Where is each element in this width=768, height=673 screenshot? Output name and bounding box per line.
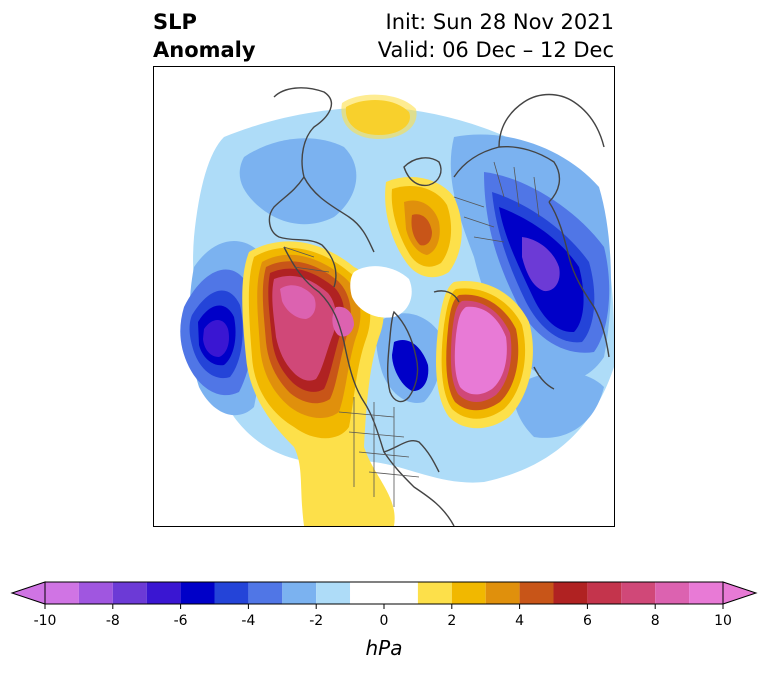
- valid-range: Valid: 06 Dec – 12 Dec: [377, 38, 614, 62]
- positive-anomaly-scandinavia-core: [411, 214, 432, 246]
- colorbar-tick-label: -10: [34, 613, 57, 629]
- colorbar-bin: [146, 582, 181, 604]
- colorbar-under-arrow: [10, 581, 46, 605]
- coastlines: [268, 87, 610, 526]
- colorbar-bin: [112, 582, 147, 604]
- colorbar-bin: [587, 582, 622, 604]
- colorbar-bin: [553, 582, 588, 604]
- colorbar-bin: [689, 582, 723, 604]
- negative-anomaly-east-center: [522, 237, 560, 292]
- colorbar-bin: [248, 582, 283, 604]
- colorbar-tick-label: 4: [515, 613, 524, 629]
- colorbar-tick-label: 8: [651, 613, 660, 629]
- colorbar-bin: [621, 582, 656, 604]
- colorbar-bin: [282, 582, 317, 604]
- colorbar-bin: [519, 582, 554, 604]
- colorbar-bin: [45, 582, 79, 604]
- title-variable: SLP: [153, 10, 197, 34]
- positive-anomaly-atlantic-core: [454, 306, 507, 395]
- map-title: SLP Anomaly: [153, 8, 256, 64]
- colorbar-tick-label: -6: [174, 613, 188, 629]
- positive-anomaly-north-ring: [341, 94, 417, 139]
- colorbar-bin: [214, 582, 249, 604]
- colorbar-bin: [350, 582, 418, 604]
- colorbar-tick-label: -4: [241, 613, 255, 629]
- colorbar-bin: [78, 582, 113, 604]
- title-anomaly: Anomaly: [153, 38, 256, 62]
- colorbar-over-arrow: [722, 581, 758, 605]
- near-zero-pole: [350, 266, 412, 318]
- map-canvas: [180, 87, 614, 526]
- colorbar-tick-label: -8: [106, 613, 120, 629]
- slp-anomaly-map: [153, 66, 615, 527]
- date-info: Init: Sun 28 Nov 2021 Valid: 06 Dec – 12…: [378, 8, 614, 64]
- init-date: Init: Sun 28 Nov 2021: [385, 10, 614, 34]
- positive-anomaly-pacific-core: [280, 285, 316, 319]
- positive-anomaly-pacific-core-2: [332, 306, 354, 337]
- colorbar-bin: [316, 582, 351, 604]
- colorbar-tick-label: 6: [583, 613, 592, 629]
- colorbar-bin: [180, 582, 215, 604]
- colorbar-unit: hPa: [365, 636, 403, 660]
- negative-anomaly-southeast: [513, 372, 604, 438]
- colorbar-bin: [417, 582, 452, 604]
- colorbar-tick-label: 10: [714, 613, 732, 629]
- colorbar-tick-label: -2: [309, 613, 323, 629]
- colorbar: -10 -8 -6 -4 -2 0 2 4 6 8 10: [10, 581, 758, 629]
- colorbar-bin: [655, 582, 690, 604]
- negative-anomaly-greenland-core: [392, 339, 429, 392]
- colorbar-tick-label: 0: [380, 613, 389, 629]
- borders: [283, 161, 540, 507]
- colorbar-tick-label: 2: [447, 613, 456, 629]
- negative-anomaly-west-center: [203, 320, 229, 357]
- colorbar-bin: [485, 582, 520, 604]
- colorbar-bin: [451, 582, 486, 604]
